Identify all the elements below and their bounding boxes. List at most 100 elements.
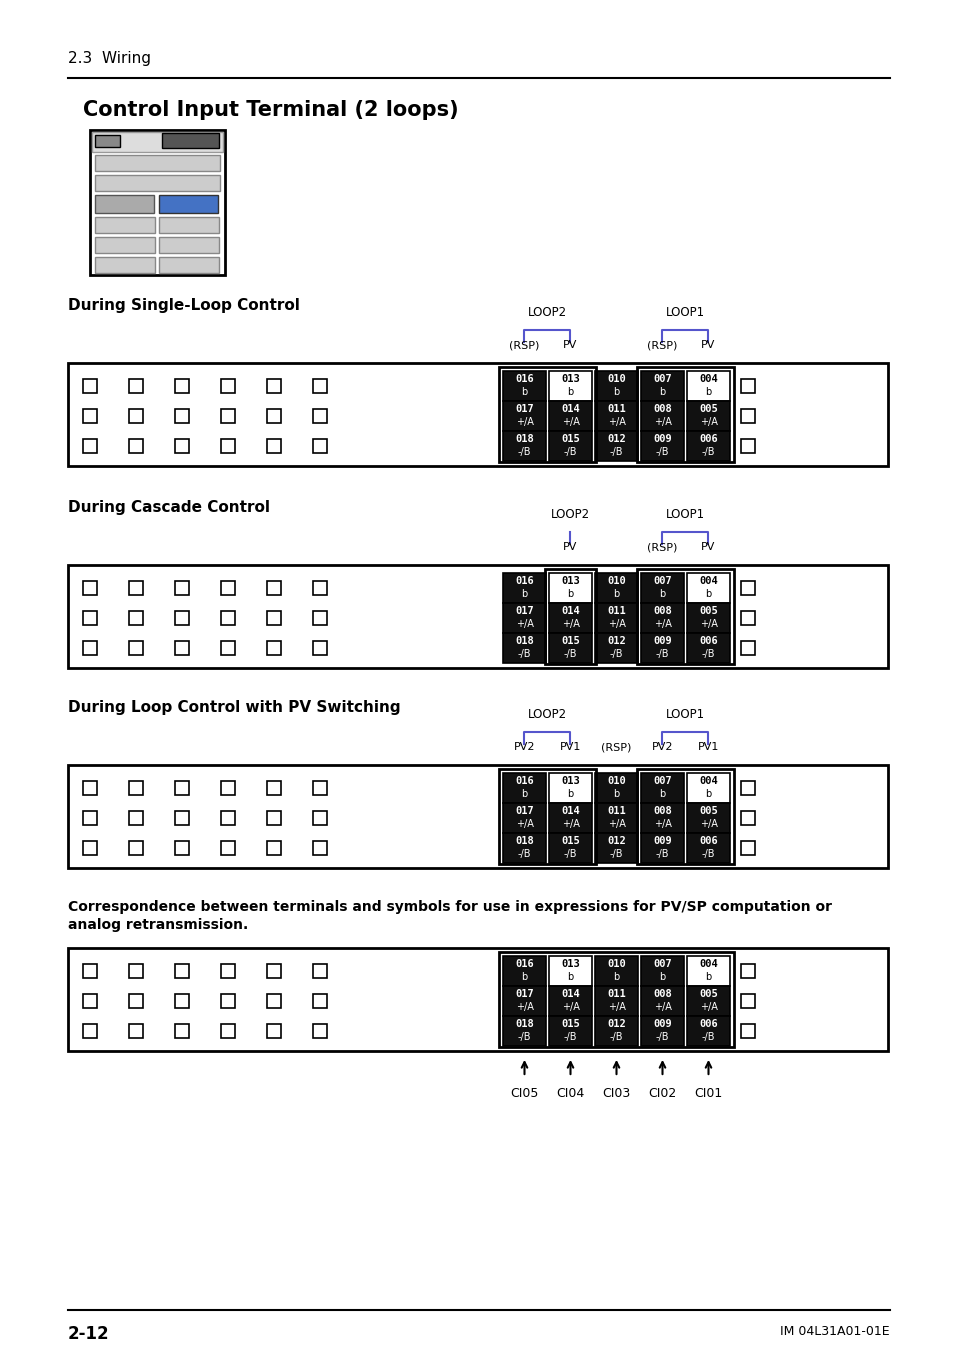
Bar [68, 765, 887, 867]
Bar [740, 409, 754, 423]
Bar [686, 573, 729, 603]
Text: 011: 011 [606, 404, 625, 413]
Text: Control Input Terminal (2 loops): Control Input Terminal (2 loops) [83, 100, 458, 120]
Text: analog retransmission.: analog retransmission. [68, 917, 248, 932]
Bar [502, 431, 545, 461]
Text: b: b [613, 386, 619, 397]
Bar [221, 1024, 234, 1038]
Text: LOOP2: LOOP2 [551, 508, 590, 521]
Text: 005: 005 [699, 607, 717, 616]
Text: -/B: -/B [609, 648, 622, 659]
Bar [595, 1016, 638, 1046]
Text: Correspondence between terminals and symbols for use in expressions for PV/SP co: Correspondence between terminals and sym… [68, 900, 831, 915]
Bar [502, 1016, 545, 1046]
Bar [548, 431, 592, 461]
Bar [548, 634, 592, 663]
Text: -/B: -/B [609, 1032, 622, 1042]
Bar [637, 769, 733, 865]
Bar [129, 640, 143, 655]
Bar [129, 842, 143, 855]
Bar [686, 372, 729, 401]
Bar [267, 581, 281, 594]
Bar [686, 834, 729, 863]
Text: -/B: -/B [517, 1032, 531, 1042]
Text: 014: 014 [560, 989, 579, 998]
Text: CI05: CI05 [510, 1088, 538, 1100]
Text: PV: PV [562, 340, 578, 350]
Bar [637, 569, 733, 663]
Text: b: b [567, 971, 573, 982]
Text: 004: 004 [699, 959, 717, 969]
Bar [686, 986, 729, 1016]
Text: -/B: -/B [655, 648, 669, 659]
Bar [68, 948, 887, 1051]
Text: 016: 016 [515, 374, 534, 384]
Text: b: b [704, 589, 711, 598]
Text: +/A: +/A [699, 819, 717, 830]
Bar [640, 372, 683, 401]
Bar [313, 811, 327, 825]
Text: 008: 008 [653, 404, 671, 413]
Bar [95, 155, 220, 172]
Text: b: b [567, 386, 573, 397]
Text: b: b [659, 971, 665, 982]
Text: 005: 005 [699, 404, 717, 413]
Text: +/A: +/A [607, 819, 625, 830]
Bar [267, 842, 281, 855]
Text: b: b [521, 386, 527, 397]
Bar [174, 781, 189, 794]
Bar [595, 957, 638, 986]
Text: CI04: CI04 [556, 1088, 584, 1100]
Bar [174, 640, 189, 655]
Bar [502, 603, 545, 634]
Text: -/B: -/B [517, 848, 531, 859]
Bar [640, 401, 683, 431]
Bar [313, 581, 327, 594]
Text: 011: 011 [606, 989, 625, 998]
Bar [313, 1024, 327, 1038]
Bar [740, 811, 754, 825]
Bar [91, 132, 223, 153]
Text: 017: 017 [515, 807, 534, 816]
Bar [267, 994, 281, 1008]
Text: 015: 015 [560, 836, 579, 846]
Text: 011: 011 [606, 607, 625, 616]
Text: 017: 017 [515, 607, 534, 616]
Text: CI03: CI03 [601, 1088, 630, 1100]
Text: 012: 012 [606, 1019, 625, 1029]
Bar [267, 439, 281, 453]
Bar [640, 957, 683, 986]
Bar [640, 431, 683, 461]
Text: 013: 013 [560, 959, 579, 969]
Text: 016: 016 [515, 576, 534, 586]
Text: 2-12: 2-12 [68, 1325, 110, 1343]
Bar [129, 581, 143, 594]
Bar [740, 781, 754, 794]
Text: 007: 007 [653, 775, 671, 786]
Bar [502, 834, 545, 863]
Text: 015: 015 [560, 434, 579, 444]
Bar [686, 773, 729, 802]
Bar [221, 842, 234, 855]
Bar [95, 176, 220, 190]
Bar [174, 811, 189, 825]
Text: -/B: -/B [655, 1032, 669, 1042]
Text: b: b [704, 386, 711, 397]
Bar [686, 1016, 729, 1046]
Text: 004: 004 [699, 775, 717, 786]
Bar [68, 363, 887, 466]
Text: -/B: -/B [701, 447, 715, 457]
Bar [686, 957, 729, 986]
Bar [267, 1024, 281, 1038]
Text: -/B: -/B [609, 848, 622, 859]
Text: 012: 012 [606, 636, 625, 646]
Text: 008: 008 [653, 989, 671, 998]
Bar [221, 611, 234, 626]
Text: 006: 006 [699, 836, 717, 846]
Bar [129, 611, 143, 626]
Bar [637, 367, 733, 462]
Bar [548, 372, 592, 401]
Text: (RSP): (RSP) [647, 542, 677, 553]
Bar [267, 640, 281, 655]
Text: b: b [659, 789, 665, 798]
